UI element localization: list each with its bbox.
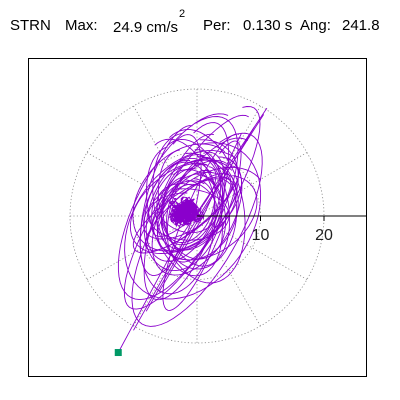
end-point-marker [114, 349, 122, 357]
trace-orbit-large-6 [162, 133, 242, 311]
trace-streak-2 [145, 126, 255, 312]
grid-spoke-210 [86, 215, 198, 280]
trace-orbit-medium-4 [146, 138, 223, 277]
trace-orbit-medium-8 [143, 152, 224, 272]
radial-axis: 10 20 [197, 215, 366, 244]
trace-core-scribble [169, 196, 205, 227]
max-label: Max: [65, 17, 98, 34]
grid-spoke-30 [196, 152, 308, 217]
plot-frame [28, 58, 367, 377]
header: STRN Max: 24.9 cm/s2 Per: 0.130 s Ang: 2… [10, 8, 395, 36]
max-value: 24.9 cm/s2 [113, 8, 185, 36]
ang-value: 241.8 [342, 17, 380, 34]
end-markers [114, 349, 122, 357]
per-value: 0.130 s [243, 17, 293, 34]
trace-orbit-medium-21 [156, 179, 218, 234]
trace-orbit-medium-5 [157, 138, 231, 267]
max-value-exponent: 2 [179, 8, 186, 20]
ang-label: Ang: [300, 17, 331, 34]
trace-orbit-medium-19 [152, 129, 246, 284]
max-value-text: 24.9 cm/s [113, 19, 179, 36]
radial-tick-label-20: 20 [315, 227, 333, 244]
trace-orbit-medium-7 [160, 161, 216, 243]
per-label: Per: [203, 17, 231, 34]
station-code: STRN [10, 17, 51, 34]
trace-orbit-medium-16 [129, 157, 242, 254]
radial-tick-label-10: 10 [252, 227, 270, 244]
trace-streak-0 [117, 107, 268, 353]
motion-trace [117, 106, 268, 353]
trace-orbit-medium-13 [151, 156, 239, 261]
